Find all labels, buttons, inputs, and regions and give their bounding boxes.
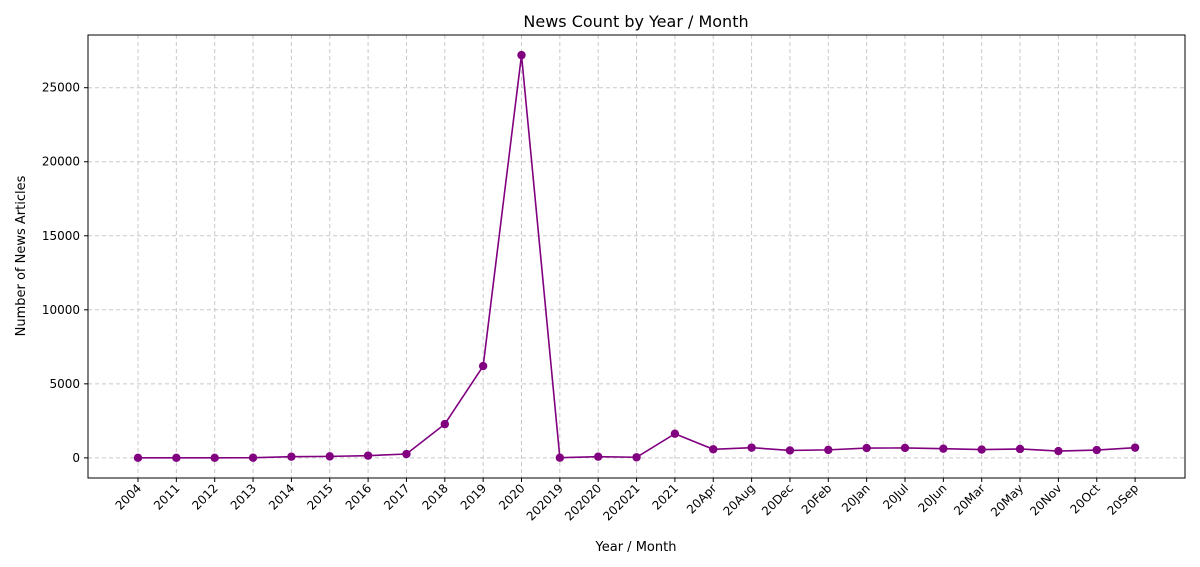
x-axis-label: Year / Month <box>595 540 677 555</box>
x-tick-label: 20Oct <box>1067 481 1103 517</box>
data-point <box>785 446 795 455</box>
data-point <box>1015 444 1025 454</box>
x-tick-label: 20May <box>988 481 1026 519</box>
x-tick-label: 2004 <box>113 481 144 512</box>
x-tick-label: 20Nov <box>1027 481 1064 518</box>
data-point <box>632 453 641 462</box>
data-point <box>172 453 181 463</box>
x-tick-label: 202019 <box>524 481 566 523</box>
data-point <box>478 361 488 371</box>
x-tick-label: 2021 <box>650 481 681 512</box>
x-tick-label: 2011 <box>151 481 182 512</box>
data-point <box>670 429 680 438</box>
data-point <box>555 453 565 462</box>
data-point <box>747 443 756 452</box>
series-layer <box>133 50 1140 463</box>
x-tick-label: 2015 <box>304 481 335 512</box>
data-point <box>210 453 219 462</box>
x-tick-label: 20Jun <box>916 481 950 515</box>
data-point <box>1054 446 1063 456</box>
chart-title: News Count by Year / Month <box>523 12 748 31</box>
data-point <box>402 449 411 459</box>
data-point <box>287 452 296 461</box>
x-tick-label: 202020 <box>562 481 604 523</box>
grid-layer <box>88 35 1185 478</box>
data-point <box>440 419 449 429</box>
data-point <box>248 453 258 462</box>
data-point <box>709 445 718 454</box>
x-tick-label: 20Jul <box>880 481 911 512</box>
x-tick-label: 2012 <box>189 481 220 512</box>
x-tick-label: 20Jan <box>839 481 873 515</box>
y-tick-label: 10000 <box>42 303 80 317</box>
data-point <box>325 452 334 461</box>
y-axis-label: Number of News Articles <box>14 175 29 336</box>
data-point <box>824 445 833 455</box>
y-tick-label: 25000 <box>42 81 80 95</box>
x-tick-label: 20Mar <box>951 481 988 518</box>
data-point <box>1130 443 1140 452</box>
x-tick-label: 2018 <box>419 481 450 512</box>
data-point <box>900 443 910 453</box>
y-tick-label: 0 <box>72 451 80 465</box>
y-tick-label: 20000 <box>42 155 80 169</box>
data-point <box>363 451 373 460</box>
x-tick-label: 2014 <box>266 481 297 512</box>
x-tick-label: 2016 <box>343 481 374 512</box>
x-tick-label: 20Apr <box>684 481 719 516</box>
x-tick-label: 2017 <box>381 481 412 512</box>
data-point <box>1092 445 1101 455</box>
x-tick-label: 20Sep <box>1105 481 1142 518</box>
y-tick-label: 15000 <box>42 229 80 243</box>
x-tick-label: 2013 <box>228 481 259 512</box>
x-tick-label: 202021 <box>600 481 642 523</box>
data-point <box>517 50 526 60</box>
y-tick-label: 5000 <box>49 377 80 391</box>
x-tick-label: 20Dec <box>759 481 796 518</box>
data-point <box>939 444 948 453</box>
x-tick-label: 2019 <box>458 481 489 512</box>
data-point <box>594 452 603 461</box>
x-tick-label: 20Aug <box>720 481 757 518</box>
data-point <box>977 445 986 454</box>
x-tick-label: 20Feb <box>799 481 835 517</box>
x-tick-label: 2020 <box>496 481 527 512</box>
data-point <box>133 453 143 463</box>
data-point <box>862 443 871 453</box>
